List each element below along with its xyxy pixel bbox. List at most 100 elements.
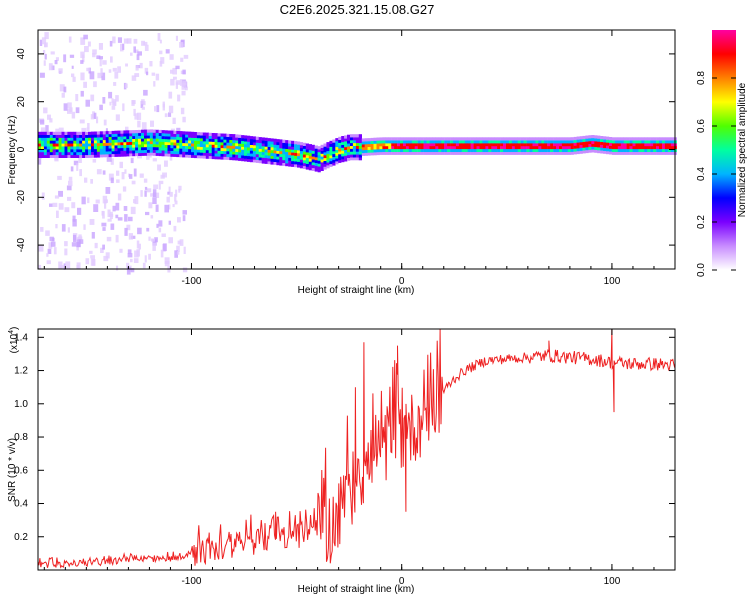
spectrogram-cell xyxy=(385,140,389,144)
spectrogram-cell xyxy=(93,154,98,158)
spectrogram-noise-cell xyxy=(64,207,70,213)
spectrogram-noise-cell xyxy=(146,154,150,160)
spectrogram-cell xyxy=(585,135,589,139)
spectrogram-cell xyxy=(497,151,501,155)
spectrogram-cell xyxy=(341,147,345,151)
spectrogram-cell xyxy=(270,158,274,162)
spectrogram-cell xyxy=(88,137,92,141)
spectrogram-cell xyxy=(506,151,510,155)
spectrogram-cell xyxy=(567,137,571,141)
spectrogram-cell xyxy=(61,140,65,144)
spectrogram-noise-cell xyxy=(110,223,115,230)
spectrogram-cell xyxy=(626,140,630,144)
spectrogram-noise-cell xyxy=(68,180,73,187)
spectrogram-cell xyxy=(500,148,504,152)
spectrogram-cell xyxy=(217,133,221,137)
spectrogram-cell xyxy=(149,138,153,142)
spectrogram-cell xyxy=(614,143,619,147)
spectrogram-cell xyxy=(199,138,204,142)
spectrogram-noise-cell xyxy=(151,238,155,242)
spectrogram-cell xyxy=(458,151,463,155)
spectrogram-cell xyxy=(132,147,136,151)
spectrogram-cell xyxy=(632,151,636,155)
spectrogram-cell xyxy=(96,142,101,147)
spectrogram-cell xyxy=(432,143,436,147)
spectrogram-cell xyxy=(79,140,83,144)
spectrogram-cell xyxy=(179,145,183,149)
spectrogram-cell xyxy=(267,149,271,153)
spectrogram-noise-cell xyxy=(184,86,188,91)
spectrogram-noise-cell xyxy=(71,65,74,69)
spectrogram-cell xyxy=(229,145,233,149)
spectrogram-cell xyxy=(464,145,468,150)
spectrogram-cell xyxy=(514,145,518,150)
colorbar-tick-label: 0.8 xyxy=(696,71,707,85)
spectrogram-cell xyxy=(299,156,304,160)
spectrogram-cell xyxy=(317,166,321,170)
spectrogram-cell xyxy=(458,137,463,141)
spectrogram-cell xyxy=(358,148,362,152)
spectrogram-cell xyxy=(229,151,233,155)
spectrogram-cell xyxy=(144,138,148,142)
spectrogram-cell xyxy=(644,145,648,150)
spectrogram-noise-cell xyxy=(172,117,176,124)
spectrogram-cell xyxy=(529,151,533,155)
spectrogram-noise-cell xyxy=(130,235,136,239)
spectrogram-cell xyxy=(538,143,542,147)
spectrogram-cell xyxy=(241,158,245,162)
spectrogram-cell xyxy=(597,150,601,154)
spectrogram-cell xyxy=(447,151,451,155)
spectrogram-cell xyxy=(105,142,109,146)
spectrogram-noise-cell xyxy=(66,185,72,191)
spectrogram-noise-cell xyxy=(141,40,145,46)
spectrogram-cell xyxy=(641,145,645,150)
spectrogram-cell xyxy=(382,137,386,141)
spectrogram-cell xyxy=(388,140,392,144)
spectrogram-cell xyxy=(659,145,663,150)
spectrogram-cell xyxy=(185,131,189,135)
spectrogram-noise-cell xyxy=(115,202,120,211)
spectrogram-cell xyxy=(208,138,212,142)
spectrogram-cell xyxy=(523,145,527,150)
spectrogram-cell xyxy=(538,137,542,141)
spectrogram-cell xyxy=(403,143,407,147)
spectrogram-cell xyxy=(67,140,71,144)
spectrogram-cell xyxy=(111,142,115,146)
spectrogram-cell xyxy=(67,137,71,141)
spectrogram-cell xyxy=(114,136,118,140)
spectrogram-cell xyxy=(117,145,121,149)
spectrogram-cell xyxy=(302,154,307,158)
spectrogram-cell xyxy=(93,131,98,135)
spectrogram-cell xyxy=(191,154,195,158)
spectrogram-noise-cell xyxy=(68,36,72,43)
spectrogram-cell xyxy=(102,151,106,155)
spectrogram-cell xyxy=(46,140,50,144)
spectrogram-cell xyxy=(347,151,351,156)
spectrogram-cell xyxy=(561,151,566,155)
spectrogram-noise-cell xyxy=(122,186,127,192)
spectrogram-noise-cell xyxy=(134,49,139,54)
spectrogram-noise-cell xyxy=(63,54,67,63)
spectrogram-cell xyxy=(249,141,254,145)
spectrogram-cell xyxy=(329,155,333,159)
spectrogram-cell xyxy=(141,152,145,156)
spectrogram-noise-cell xyxy=(124,227,128,236)
spectrogram-cell xyxy=(320,156,324,160)
spectrogram-cell xyxy=(461,145,465,150)
spectrogram-cell xyxy=(559,148,563,152)
spectrogram-cell xyxy=(350,157,354,161)
spectrogram-cell xyxy=(420,145,424,150)
spectrogram-noise-cell xyxy=(137,227,142,235)
spectrogram-noise-cell xyxy=(95,199,100,204)
spectrogram-noise-cell xyxy=(38,158,42,165)
spectrogram-cell xyxy=(176,148,180,152)
spectrogram-cell xyxy=(559,151,563,155)
spectrogram-noise-cell xyxy=(123,206,128,211)
spectrogram-noise-cell xyxy=(81,54,85,63)
spectrogram-cell xyxy=(270,155,274,159)
spectrogram-cell xyxy=(279,139,283,143)
spectrogram-cell xyxy=(85,143,89,147)
spectrogram-cell xyxy=(508,151,513,155)
spectrogram-cell xyxy=(326,150,330,154)
spectrogram-cell xyxy=(158,129,162,134)
